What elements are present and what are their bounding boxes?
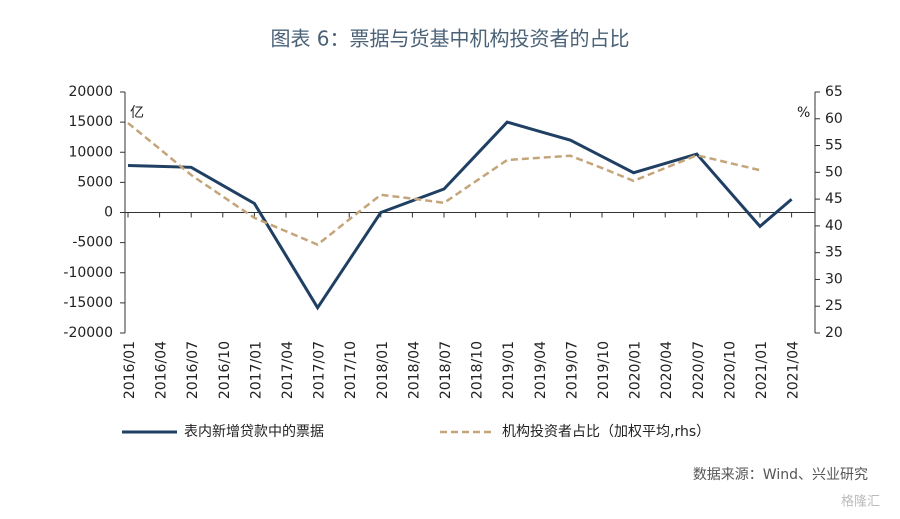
x-tick-label: 2018/04 bbox=[406, 341, 422, 399]
y-tick-label: -5000 bbox=[72, 235, 113, 251]
y2-tick-label: 40 bbox=[825, 218, 843, 234]
x-tick-label: 2019/04 bbox=[533, 341, 549, 399]
x-tick-label: 2017/04 bbox=[280, 341, 296, 399]
x-tick-label: 2019/07 bbox=[564, 341, 580, 399]
x-tick-label: 2018/10 bbox=[470, 341, 486, 399]
y-tick-label: -15000 bbox=[63, 295, 113, 311]
x-tick-label: 2020/07 bbox=[691, 341, 707, 399]
x-tick-label: 2018/07 bbox=[438, 341, 454, 399]
x-tick-label: 2017/07 bbox=[312, 341, 328, 399]
y2-tick-label: 45 bbox=[825, 191, 843, 207]
y-tick-label: -20000 bbox=[63, 325, 113, 341]
source: 数据来源：Wind、兴业研究 bbox=[693, 467, 868, 483]
x-tick-label: 2016/10 bbox=[217, 341, 233, 399]
y-tick-label: 10000 bbox=[68, 144, 113, 160]
x-tick-label: 2017/10 bbox=[343, 341, 359, 399]
y2-tick-label: 25 bbox=[825, 298, 843, 314]
y-tick-label: 20000 bbox=[68, 84, 113, 100]
x-tick-label: 2021/01 bbox=[754, 341, 770, 399]
y2-tick-label: 35 bbox=[825, 245, 843, 261]
x-tick-label: 2020/04 bbox=[659, 341, 675, 399]
legend-label: 表内新增贷款中的票据 bbox=[184, 424, 324, 440]
legend-label: 机构投资者占比（加权平均,rhs） bbox=[502, 424, 710, 440]
y2-tick-label: 50 bbox=[825, 164, 843, 180]
y2-tick-label: 30 bbox=[825, 271, 843, 287]
x-tick-label: 2019/01 bbox=[501, 341, 517, 399]
series-line bbox=[127, 120, 793, 311]
x-tick-label: 2020/01 bbox=[628, 341, 644, 399]
y2-tick-label: 20 bbox=[825, 325, 843, 341]
y-tick-label: 15000 bbox=[68, 114, 113, 130]
y2-unit: % bbox=[797, 105, 810, 121]
x-tick-label: 2018/01 bbox=[375, 341, 391, 399]
x-tick-label: 2016/07 bbox=[185, 341, 201, 399]
y2-tick-label: 55 bbox=[825, 138, 843, 154]
x-tick-label: 2021/04 bbox=[786, 341, 802, 399]
x-tick-label: 2017/01 bbox=[248, 341, 264, 399]
watermark: 格隆汇 bbox=[841, 494, 880, 510]
x-tick-label: 2016/04 bbox=[154, 341, 170, 399]
y2-tick-label: 60 bbox=[825, 111, 843, 127]
y-tick-label: 0 bbox=[104, 205, 113, 221]
x-tick-label: 2019/10 bbox=[596, 341, 612, 399]
x-tick-label: 2016/01 bbox=[122, 341, 138, 399]
series-line bbox=[127, 122, 761, 247]
y-unit: 亿 bbox=[130, 105, 144, 121]
y-tick-label: 5000 bbox=[77, 174, 113, 190]
chart-title: 图表 6：票据与货基中机构投资者的占比 bbox=[270, 27, 629, 51]
x-tick-label: 2020/10 bbox=[722, 341, 738, 399]
y-tick-label: -10000 bbox=[63, 265, 113, 281]
y2-tick-label: 65 bbox=[825, 84, 843, 100]
